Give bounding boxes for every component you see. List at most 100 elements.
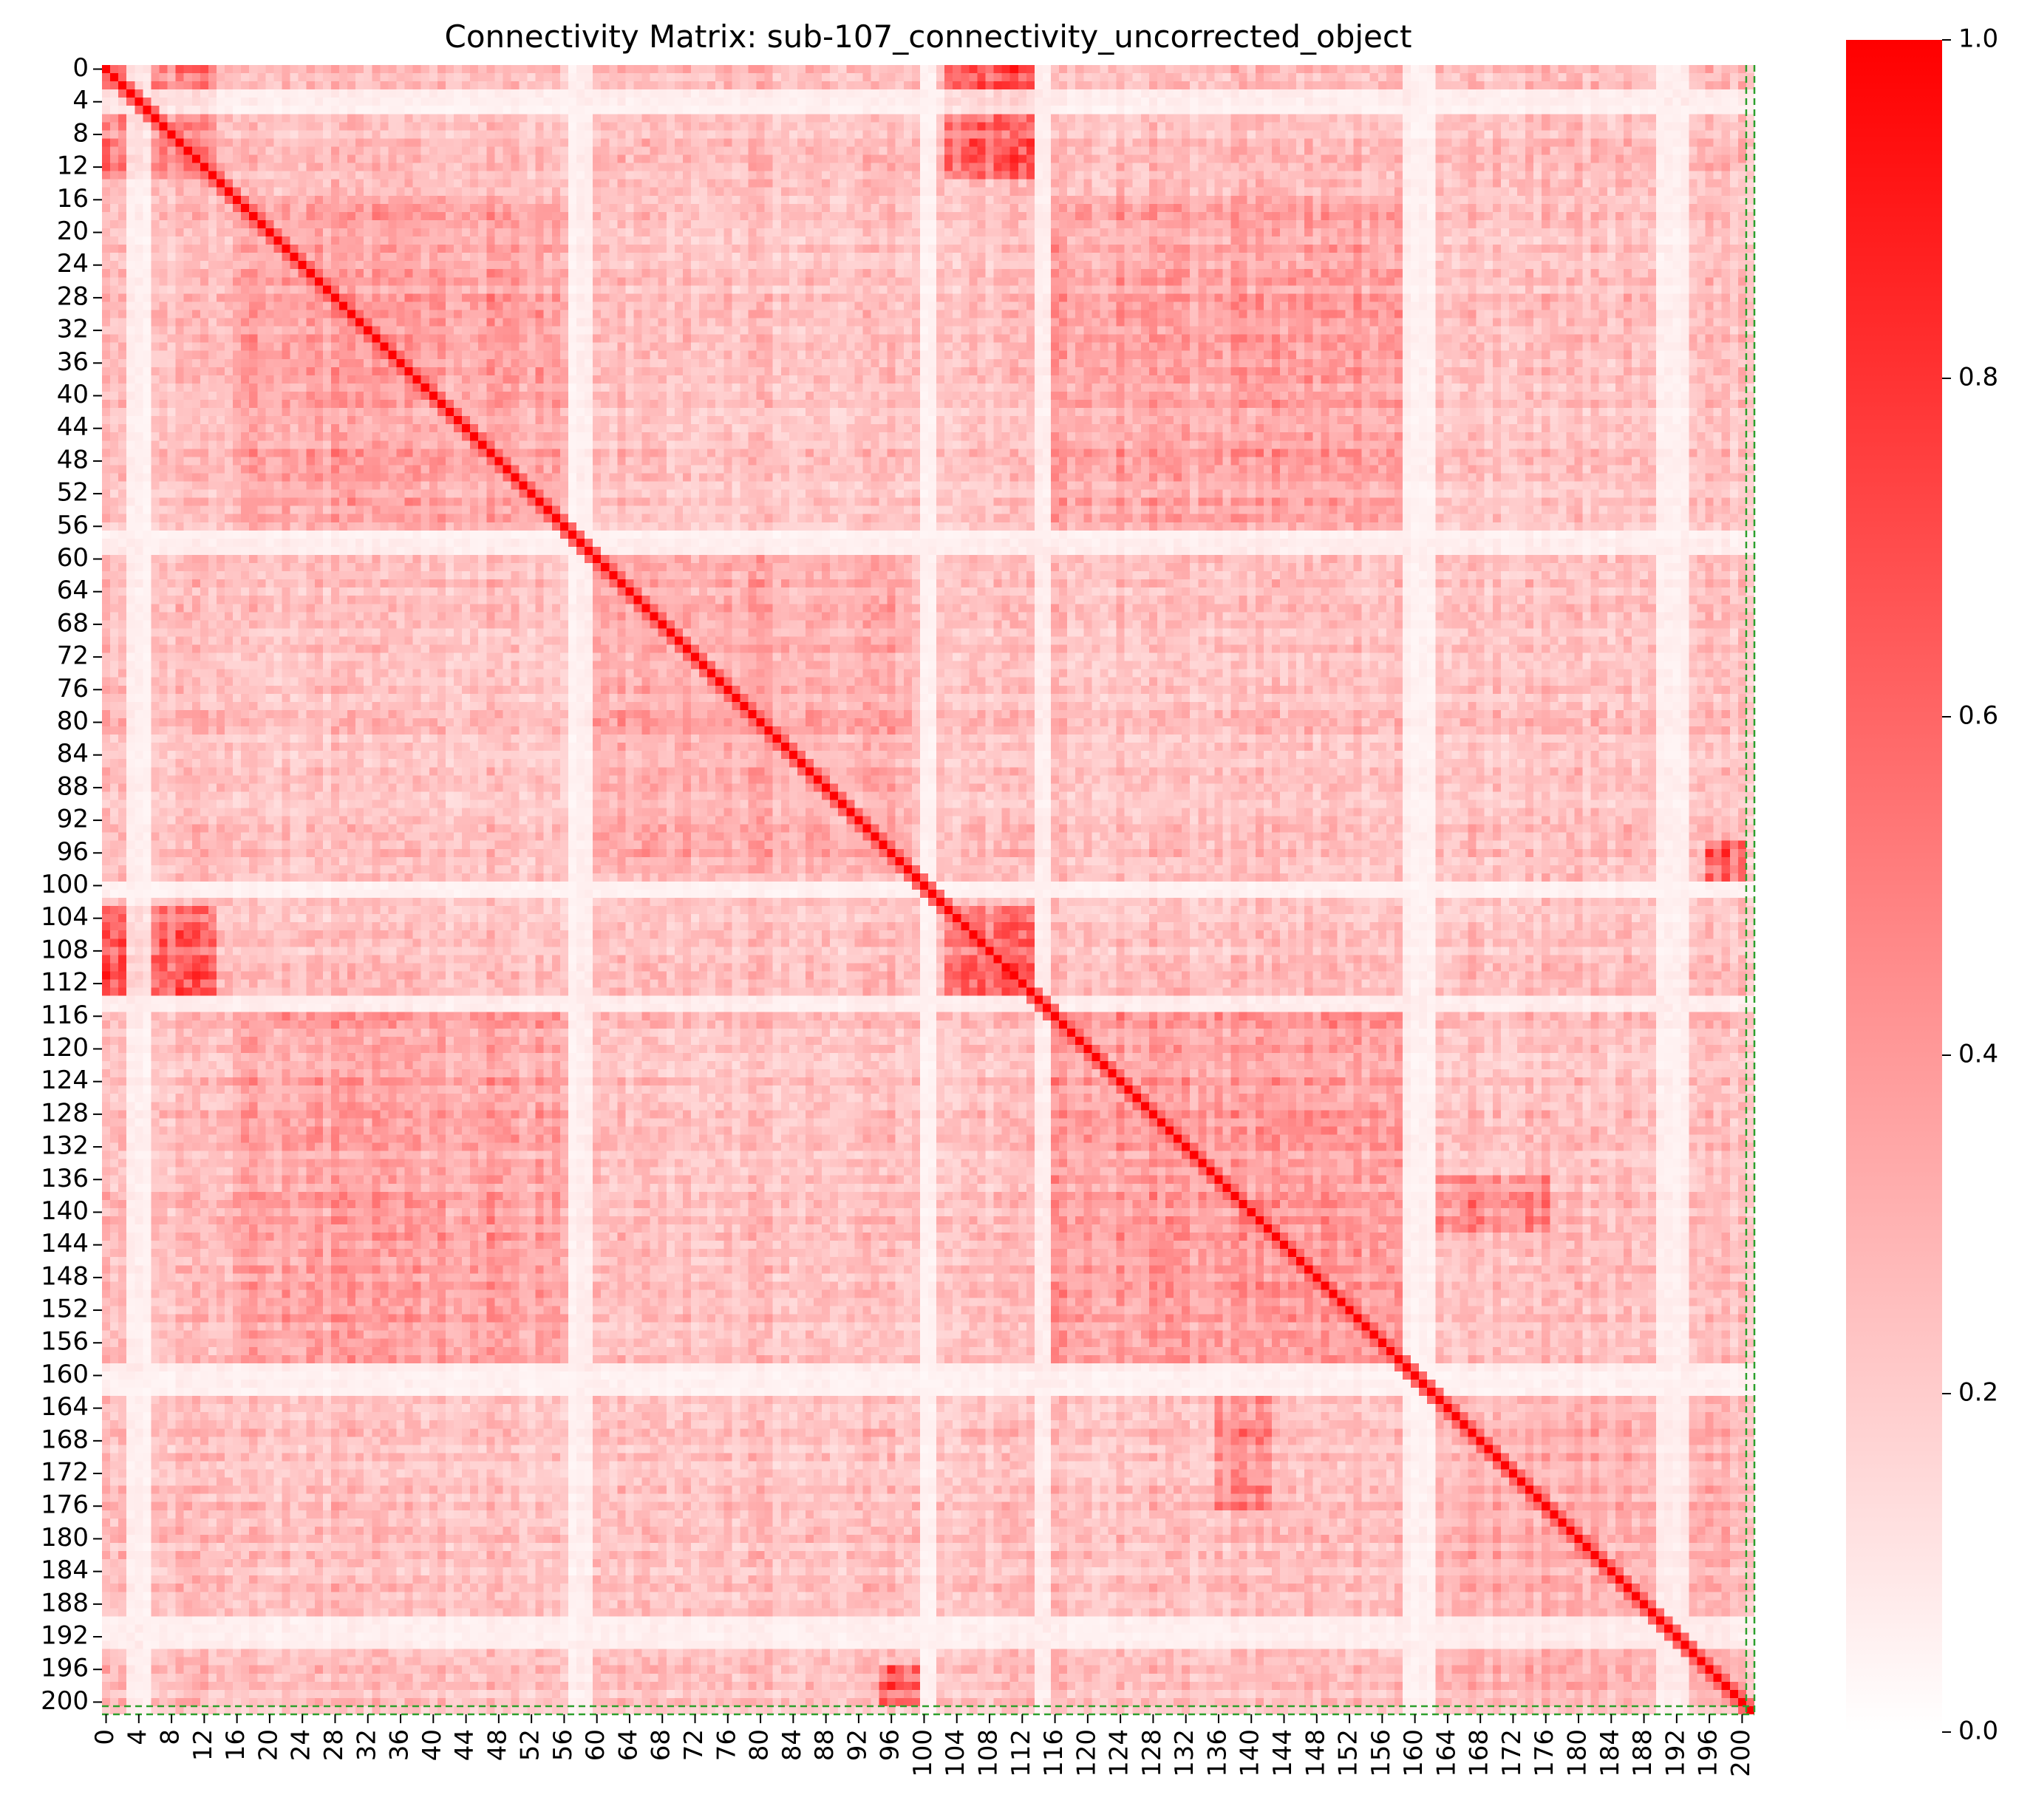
y-tick-label: 108 xyxy=(41,935,89,964)
y-tick-label: 112 xyxy=(41,968,89,998)
x-tick-label: 152 xyxy=(1334,1729,1363,1777)
y-tick-label: 124 xyxy=(41,1066,89,1095)
x-tick-label: 200 xyxy=(1726,1729,1756,1777)
x-tick-label: 96 xyxy=(876,1729,905,1761)
y-axis-ticks: 0481216202428323640444852566064687276808… xyxy=(41,53,102,1716)
x-tick-label: 20 xyxy=(253,1729,283,1761)
colorbar-ticks: 0.0 0.2 0.4 0.6 0.8 1.0 xyxy=(1942,24,1998,1746)
x-tick-label: 60 xyxy=(581,1729,610,1761)
x-tick-label: 64 xyxy=(613,1729,643,1761)
highlight-lines xyxy=(102,65,1756,1716)
x-tick-label: 144 xyxy=(1268,1729,1298,1777)
x-tick-label: 184 xyxy=(1596,1729,1625,1777)
x-tick-label: 156 xyxy=(1366,1729,1396,1777)
x-tick-label: 4 xyxy=(123,1729,152,1745)
y-tick-label: 44 xyxy=(57,412,89,442)
y-tick-label: 20 xyxy=(57,217,89,246)
x-tick-label: 168 xyxy=(1465,1729,1494,1777)
x-tick-label: 128 xyxy=(1137,1729,1167,1777)
y-tick-label: 104 xyxy=(41,902,89,932)
y-tick-label: 172 xyxy=(41,1458,89,1487)
x-tick-label: 176 xyxy=(1530,1729,1559,1777)
x-tick-label: 120 xyxy=(1072,1729,1101,1777)
x-tick-label: 196 xyxy=(1694,1729,1723,1777)
y-tick-label: 132 xyxy=(41,1131,89,1161)
y-tick-label: 36 xyxy=(57,347,89,377)
y-tick-label: 84 xyxy=(57,739,89,768)
x-tick-label: 148 xyxy=(1301,1729,1330,1777)
x-tick-label: 76 xyxy=(712,1729,741,1761)
x-tick-label: 180 xyxy=(1563,1729,1593,1777)
y-tick-label: 196 xyxy=(41,1654,89,1683)
x-tick-label: 192 xyxy=(1661,1729,1690,1777)
y-tick-label: 76 xyxy=(57,674,89,703)
x-tick-label: 48 xyxy=(483,1729,512,1761)
y-tick-label: 52 xyxy=(57,478,89,508)
x-tick-label: 32 xyxy=(352,1729,381,1761)
colorbar xyxy=(1846,40,1942,1732)
x-tick-label: 132 xyxy=(1170,1729,1199,1777)
y-tick-label: 168 xyxy=(41,1425,89,1454)
x-tick-label: 92 xyxy=(842,1729,872,1761)
heatmap-cells xyxy=(102,65,1754,1714)
y-tick-label: 0 xyxy=(72,53,89,83)
x-tick-label: 124 xyxy=(1105,1729,1134,1777)
y-tick-label: 40 xyxy=(57,380,89,409)
y-tick-label: 192 xyxy=(41,1621,89,1651)
y-tick-label: 156 xyxy=(41,1327,89,1357)
x-tick-label: 136 xyxy=(1202,1729,1232,1777)
chart-title: Connectivity Matrix: sub-107_connectivit… xyxy=(445,18,1412,55)
y-tick-label: 144 xyxy=(41,1229,89,1258)
y-tick-label: 80 xyxy=(57,706,89,736)
x-tick-label: 108 xyxy=(974,1729,1004,1777)
y-tick-label: 164 xyxy=(41,1392,89,1422)
y-tick-label: 140 xyxy=(41,1196,89,1226)
y-tick-label: 68 xyxy=(57,608,89,638)
y-tick-label: 100 xyxy=(41,870,89,899)
x-tick-label: 40 xyxy=(418,1729,447,1761)
y-tick-label: 120 xyxy=(41,1033,89,1063)
y-tick-label: 184 xyxy=(41,1555,89,1585)
y-tick-label: 4 xyxy=(72,86,89,115)
y-tick-label: 28 xyxy=(57,282,89,311)
x-tick-label: 172 xyxy=(1497,1729,1527,1777)
y-tick-label: 24 xyxy=(57,249,89,279)
y-tick-label: 48 xyxy=(57,445,89,474)
y-tick-label: 128 xyxy=(41,1098,89,1128)
y-tick-label: 12 xyxy=(57,151,89,181)
y-tick-label: 96 xyxy=(57,837,89,867)
y-tick-label: 180 xyxy=(41,1523,89,1553)
y-tick-label: 32 xyxy=(57,315,89,344)
x-tick-label: 8 xyxy=(156,1729,185,1745)
x-tick-label: 68 xyxy=(647,1729,676,1761)
x-tick-label: 116 xyxy=(1039,1729,1069,1777)
y-tick-label: 16 xyxy=(57,184,89,214)
x-tick-label: 112 xyxy=(1007,1729,1036,1777)
x-tick-label: 12 xyxy=(188,1729,218,1761)
y-tick-label: 116 xyxy=(41,1001,89,1030)
x-tick-label: 28 xyxy=(319,1729,349,1761)
colorbar-tick-label: 0.8 xyxy=(1958,363,1998,392)
colorbar-tick-label: 0.0 xyxy=(1958,1717,1998,1746)
y-tick-label: 160 xyxy=(41,1360,89,1389)
heatmap-area xyxy=(102,65,1754,1714)
x-tick-label: 24 xyxy=(287,1729,316,1761)
x-tick-label: 16 xyxy=(221,1729,251,1761)
y-tick-label: 148 xyxy=(41,1261,89,1291)
colorbar-tick-label: 0.2 xyxy=(1958,1378,1998,1408)
y-tick-label: 88 xyxy=(57,771,89,801)
y-tick-label: 188 xyxy=(41,1588,89,1618)
x-tick-label: 104 xyxy=(941,1729,970,1777)
colorbar-tick-label: 1.0 xyxy=(1958,24,1998,54)
y-tick-label: 64 xyxy=(57,576,89,605)
colorbar-tick-label: 0.6 xyxy=(1958,701,1998,731)
x-axis-ticks: 0 4 8 12 16 20 24 28 32 36 40 44 48 52 56 60 64 68 72 76 80 8… xyxy=(90,1714,1756,1777)
x-tick-label: 188 xyxy=(1628,1729,1658,1777)
x-tick-label: 84 xyxy=(777,1729,807,1761)
x-tick-label: 88 xyxy=(810,1729,840,1761)
x-tick-label: 140 xyxy=(1236,1729,1265,1777)
x-tick-label: 44 xyxy=(450,1729,480,1761)
x-tick-label: 52 xyxy=(516,1729,545,1761)
y-tick-label: 60 xyxy=(57,543,89,573)
